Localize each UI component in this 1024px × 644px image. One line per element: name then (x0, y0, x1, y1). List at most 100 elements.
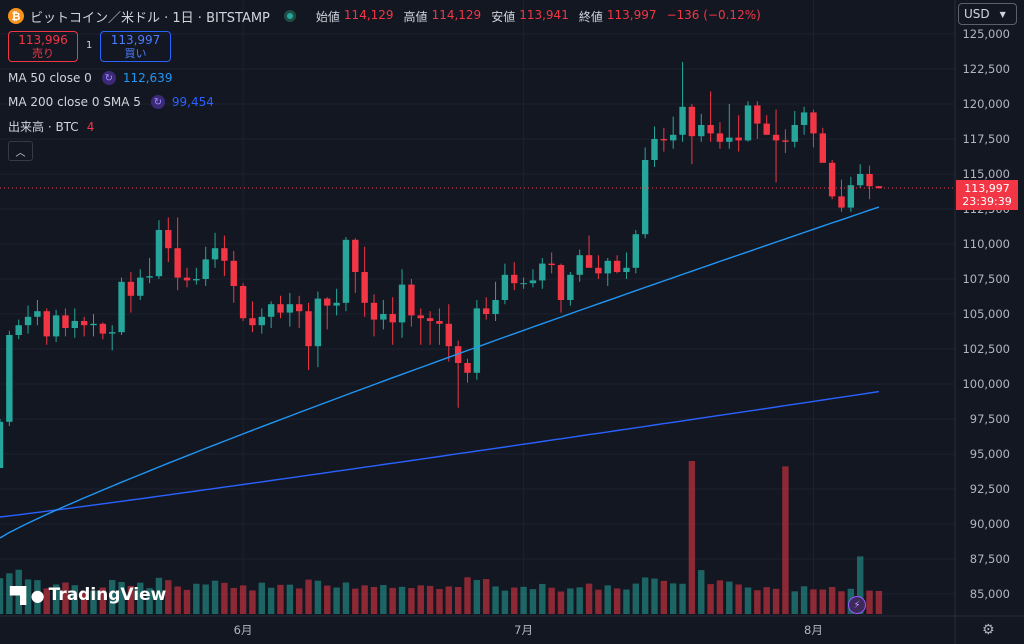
x-tick-label: 6月 (234, 623, 253, 637)
legend-ma200[interactable]: MA 200 close 0 SMA 5 ↻ 99,454 (8, 95, 214, 109)
candle (127, 272, 135, 313)
candle (492, 281, 499, 321)
candle (688, 104, 696, 165)
candle (613, 255, 621, 274)
candle (249, 301, 256, 333)
y-tick-label: 115,000 (962, 167, 1010, 181)
chevron-up-icon[interactable]: ︿ (8, 141, 33, 161)
volume-bar (277, 584, 284, 614)
volume-bar (258, 582, 265, 614)
candle (838, 179, 845, 212)
candle (726, 104, 733, 149)
volume-bar (314, 580, 322, 614)
volume-bar (707, 584, 714, 614)
volume-bar (585, 583, 593, 614)
volume-bar (735, 584, 742, 614)
volume-bar (52, 584, 60, 614)
y-tick-label: 92,500 (970, 482, 1010, 496)
volume-bar (782, 466, 789, 614)
sell-button[interactable]: 113,996 売り (8, 31, 78, 62)
volume-bar (660, 580, 668, 614)
volume-bar (520, 586, 527, 614)
volume-bar (417, 585, 424, 614)
candle (641, 147, 649, 239)
volume-bar (426, 585, 434, 614)
legend-ma50[interactable]: MA 50 close 0 ↻ 112,639 (8, 71, 173, 85)
candle (473, 300, 481, 380)
symbol-header[interactable]: ₿ ビットコイン／米ドル · 1日 · BITSTAMP 始値 114,129 高… (8, 6, 761, 26)
buy-button[interactable]: 113,997 買い (100, 31, 171, 62)
volume-bar (800, 586, 808, 614)
candle (80, 316, 88, 337)
ohlc-readout: 始値 114,129 高値 114,129 安値 113,941 終値 113,997 … (315, 7, 761, 24)
legend-volume[interactable]: 出来高 · BTC 4 (8, 119, 95, 135)
candle (744, 101, 752, 142)
time-axis[interactable]: 6月 7月 8月 (0, 615, 1024, 637)
candle (24, 305, 32, 334)
x-tick-label: 8月 (804, 623, 823, 637)
y-tick-label: 110,000 (962, 237, 1010, 251)
candle (875, 186, 883, 189)
y-tick-label: 102,500 (962, 342, 1010, 356)
candle (819, 127, 826, 163)
candle (548, 252, 555, 274)
volume-bar (604, 585, 611, 614)
volume-bar (726, 581, 733, 614)
volume-bar (24, 579, 32, 614)
ma50-line (0, 206, 880, 539)
candle (585, 235, 593, 268)
volume-bar (361, 585, 368, 614)
candle (763, 115, 770, 135)
volume-bar (857, 556, 864, 614)
candle (380, 300, 387, 330)
candle (202, 246, 209, 286)
volume-bar (567, 588, 574, 614)
candle (34, 300, 41, 326)
volume-bar (763, 587, 770, 614)
volume-bar (80, 590, 88, 614)
candle (211, 232, 219, 268)
market-status-icon[interactable] (283, 10, 296, 22)
candle (109, 325, 116, 351)
candle (679, 62, 686, 142)
candle (0, 419, 4, 468)
volume-bar (744, 587, 752, 614)
volume-bar (613, 588, 621, 614)
volume-bar (819, 589, 826, 614)
loading-icon: ↻ (101, 71, 116, 85)
candle (782, 129, 789, 153)
candle (651, 126, 658, 167)
candle (137, 269, 144, 300)
symbol-title[interactable]: ビットコイン／米ドル · 1日 · BITSTAMP (30, 10, 270, 26)
order-quantity[interactable]: 1 (86, 40, 93, 51)
volume-bar (239, 585, 247, 614)
volume-bar (445, 586, 452, 614)
currency-select[interactable]: USD ▼ (958, 3, 1017, 25)
candle (501, 263, 509, 305)
lightning-icon[interactable]: ⚡ (848, 596, 866, 614)
volume-bar (352, 588, 359, 614)
volume-bar (211, 580, 219, 614)
candle (146, 258, 153, 284)
gear-icon[interactable]: ⚙ (982, 622, 995, 638)
candle (567, 272, 574, 306)
price-axis[interactable]: 85,000 87,500 90,000 92,500 95,000 97,500 100,… (954, 0, 1024, 644)
y-tick-label: 122,500 (962, 62, 1010, 76)
volume-bar (99, 587, 107, 614)
volume-bar (155, 577, 163, 614)
tradingview-icon: ▀▌● (10, 585, 45, 605)
volume-bar (838, 591, 845, 614)
candle (193, 267, 200, 285)
candle (230, 251, 237, 303)
volume-bar (670, 583, 677, 614)
volume-bar (698, 570, 705, 614)
volume-bar (6, 573, 13, 614)
candle (118, 277, 125, 335)
volume-bar (127, 585, 135, 614)
candle (305, 302, 312, 370)
volume-bar (810, 589, 817, 614)
volume-bar (137, 582, 144, 614)
volume-bar (221, 582, 228, 614)
tradingview-logo[interactable]: ▀▌● TradingView (10, 585, 167, 605)
